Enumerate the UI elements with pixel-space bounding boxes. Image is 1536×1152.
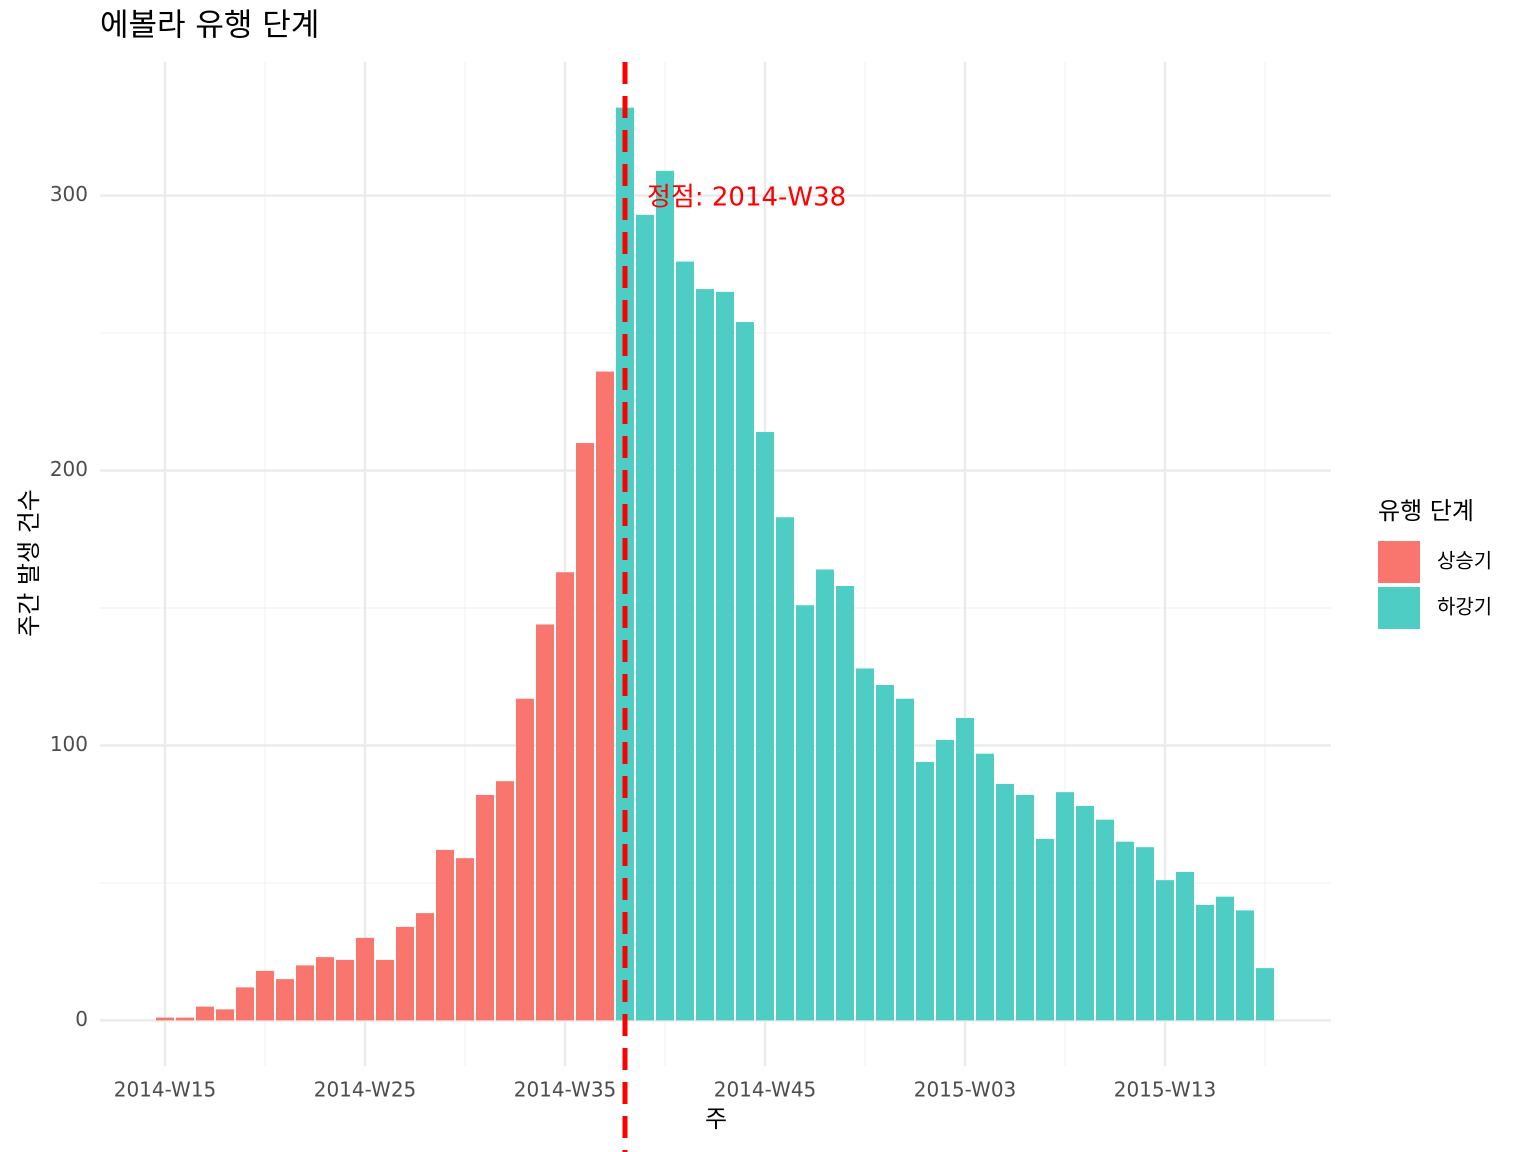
bar: [356, 937, 374, 1021]
bar: [556, 572, 574, 1021]
bar: [1176, 871, 1194, 1021]
bar: [816, 569, 834, 1021]
bar: [256, 970, 274, 1021]
bar: [856, 668, 874, 1021]
bar: [876, 684, 894, 1021]
x-axis-title: 주: [705, 1105, 727, 1133]
bar: [1196, 904, 1214, 1021]
bar: [996, 783, 1014, 1021]
bar: [216, 1009, 234, 1021]
bar: [676, 261, 694, 1021]
legend-key: [1378, 587, 1420, 629]
bar: [316, 957, 334, 1021]
bar: [396, 926, 414, 1021]
bar: [976, 753, 994, 1021]
bar: [696, 289, 714, 1021]
bar: [916, 761, 934, 1021]
bar: [776, 517, 794, 1021]
x-tick-label: 2015-W03: [914, 1078, 1017, 1102]
bar: [716, 291, 734, 1021]
y-tick-label: 100: [50, 732, 88, 756]
bar: [176, 1017, 194, 1021]
bar: [896, 698, 914, 1021]
bar: [156, 1017, 174, 1021]
bar: [1076, 805, 1094, 1021]
bar: [956, 717, 974, 1021]
bar: [436, 849, 454, 1021]
bar: [1216, 896, 1234, 1021]
bar: [276, 979, 294, 1021]
bar: [656, 170, 674, 1021]
bar: [636, 214, 654, 1021]
x-tick-label: 2014-W15: [114, 1078, 217, 1102]
y-axis-title: 주간 발생 건수: [15, 489, 43, 637]
bar: [496, 781, 514, 1021]
x-tick-label: 2014-W35: [514, 1078, 617, 1102]
legend-title: 유행 단계: [1378, 497, 1474, 525]
bar: [1236, 910, 1254, 1021]
bar: [196, 1006, 214, 1021]
y-tick-label: 0: [75, 1007, 88, 1031]
bar: [616, 107, 634, 1021]
legend-label: 상승기: [1437, 549, 1492, 573]
bar: [1156, 880, 1174, 1021]
bar: [936, 739, 954, 1021]
bar: [536, 624, 554, 1021]
chart-title: 에볼라 유행 단계: [100, 8, 319, 44]
bar: [516, 698, 534, 1021]
x-tick-label: 2014-W25: [314, 1078, 417, 1102]
bar: [1096, 819, 1114, 1021]
bar: [1036, 838, 1054, 1021]
bar: [236, 987, 254, 1021]
bar: [416, 913, 434, 1021]
bar: [756, 432, 774, 1021]
bar: [456, 858, 474, 1021]
bar: [1256, 968, 1274, 1021]
bar: [1116, 841, 1134, 1021]
bar: [1056, 792, 1074, 1021]
legend-key: [1378, 541, 1420, 583]
bar: [796, 605, 814, 1021]
y-tick-label: 200: [50, 457, 88, 481]
bar: [836, 585, 854, 1021]
annotation: 정점: 2014-W38: [647, 183, 846, 213]
bar: [376, 959, 394, 1021]
bar: [736, 322, 754, 1021]
legend-label: 하강기: [1437, 595, 1492, 619]
bar: [576, 443, 594, 1021]
bar: [336, 959, 354, 1021]
bar: [596, 371, 614, 1021]
bar: [476, 794, 494, 1021]
bar: [1136, 847, 1154, 1021]
bar: [296, 965, 314, 1021]
x-tick-label: 2015-W13: [1114, 1078, 1217, 1102]
x-tick-label: 2014-W45: [714, 1078, 817, 1102]
bar: [1016, 794, 1034, 1021]
y-tick-label: 300: [50, 182, 88, 206]
